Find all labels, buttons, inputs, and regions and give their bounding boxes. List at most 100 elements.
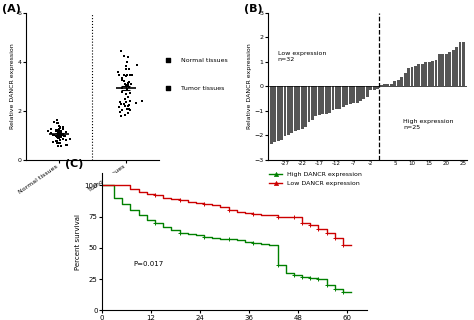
Bar (366, 86, 369, 97)
Point (122, 99, 130, 104)
Point (118, 76, 126, 81)
Bar (428, 62, 430, 86)
Bar (397, 80, 400, 86)
Bar (328, 86, 331, 113)
Point (56, 132, 64, 137)
Point (121, 113, 129, 118)
Bar (390, 84, 393, 86)
Point (59, 125, 66, 130)
Point (124, 80, 132, 85)
Point (124, 82, 132, 87)
Point (57, 134, 64, 139)
Point (62, 137, 70, 142)
Point (57, 128, 65, 133)
Point (56, 125, 64, 131)
Point (122, 64, 130, 69)
Bar (363, 86, 365, 100)
Point (124, 82, 132, 87)
Point (122, 82, 130, 87)
Bar (270, 86, 273, 144)
Text: Normal tissues: Normal tissues (181, 58, 228, 63)
Point (125, 110, 132, 116)
Point (57, 135, 64, 140)
Y-axis label: Relative DANCR expression: Relative DANCR expression (10, 44, 15, 129)
Point (126, 102, 133, 107)
Point (132, 100, 139, 106)
Bar (273, 86, 276, 142)
Bar (311, 86, 314, 120)
Y-axis label: Relative DANCR expression: Relative DANCR expression (246, 44, 252, 129)
Point (122, 66, 130, 71)
Bar (458, 42, 462, 86)
Point (59, 132, 67, 138)
Text: Low expression
n=32: Low expression n=32 (278, 51, 326, 62)
Point (53, 118, 61, 123)
Point (115, 105, 123, 110)
Text: (B): (B) (244, 4, 263, 14)
Point (120, 78, 128, 83)
Point (64, 143, 71, 148)
Point (57, 134, 64, 139)
Point (58, 131, 65, 136)
Point (124, 72, 131, 77)
Point (115, 72, 122, 77)
Bar (349, 86, 352, 104)
Point (54, 129, 62, 134)
Point (55, 131, 62, 136)
Text: P=0.017: P=0.017 (134, 261, 164, 268)
Point (62, 130, 69, 135)
Point (54, 140, 61, 146)
Point (125, 79, 132, 84)
Point (123, 92, 130, 97)
Bar (308, 86, 310, 122)
Point (117, 49, 125, 54)
Point (56, 133, 64, 138)
Bar (345, 86, 348, 105)
Bar (424, 62, 427, 86)
Bar (386, 84, 390, 86)
Bar (438, 54, 441, 86)
Point (122, 73, 129, 78)
Point (121, 96, 128, 101)
Bar (356, 86, 358, 103)
Y-axis label: Percent survival: Percent survival (75, 214, 82, 269)
Point (120, 78, 128, 83)
Bar (291, 86, 293, 133)
Point (126, 99, 134, 104)
Point (55, 134, 63, 140)
Bar (380, 85, 383, 86)
Point (127, 81, 134, 86)
Bar (287, 86, 290, 135)
Point (121, 102, 128, 107)
Point (118, 108, 126, 113)
Bar (421, 64, 424, 86)
Point (123, 60, 130, 65)
Bar (452, 50, 455, 86)
Bar (445, 53, 448, 86)
Point (54, 120, 61, 125)
Bar (318, 86, 321, 115)
Point (125, 84, 132, 90)
Bar (404, 73, 407, 86)
Point (127, 108, 134, 113)
Point (54, 120, 62, 125)
Point (117, 114, 125, 119)
Point (53, 138, 61, 143)
Bar (277, 86, 280, 141)
Point (120, 73, 128, 78)
Bar (321, 86, 324, 114)
Bar (431, 61, 434, 86)
Point (47, 130, 55, 135)
Bar (455, 47, 458, 86)
Point (60, 125, 67, 130)
Point (44, 128, 52, 133)
Point (62, 142, 70, 148)
Point (54, 127, 62, 132)
Point (57, 144, 64, 149)
Bar (373, 86, 376, 90)
Point (54, 144, 61, 149)
Bar (418, 65, 420, 86)
Point (121, 103, 128, 108)
Point (121, 81, 129, 86)
Point (55, 124, 63, 129)
